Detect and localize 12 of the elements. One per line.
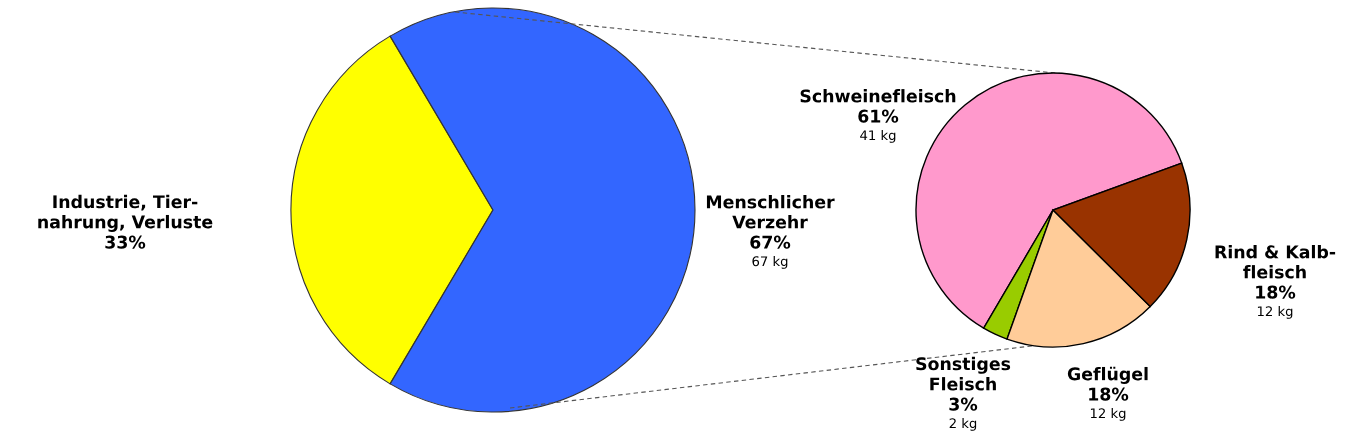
data-label: 67% 67 kg xyxy=(750,235,791,269)
slice-label: Geflügel xyxy=(1067,366,1148,384)
data-label: 18% 12 kg xyxy=(1256,285,1296,319)
slice-label: Sonstiges Fleisch xyxy=(916,356,1011,391)
slice-label: Schweinefleisch xyxy=(800,89,956,103)
data-label: 18% 12 kg xyxy=(1089,387,1129,421)
slice-label: Industrie, Tier- nahrung, Verluste xyxy=(38,194,213,232)
data-label: 3% 2 kg xyxy=(949,397,978,431)
slice-label: Menschlicher Verzehr xyxy=(706,195,835,229)
data-label: 33% xyxy=(105,235,146,249)
slice-label: Rind & Kalb- fleisch xyxy=(1215,245,1336,279)
data-label: 61% 41 kg xyxy=(858,109,899,143)
